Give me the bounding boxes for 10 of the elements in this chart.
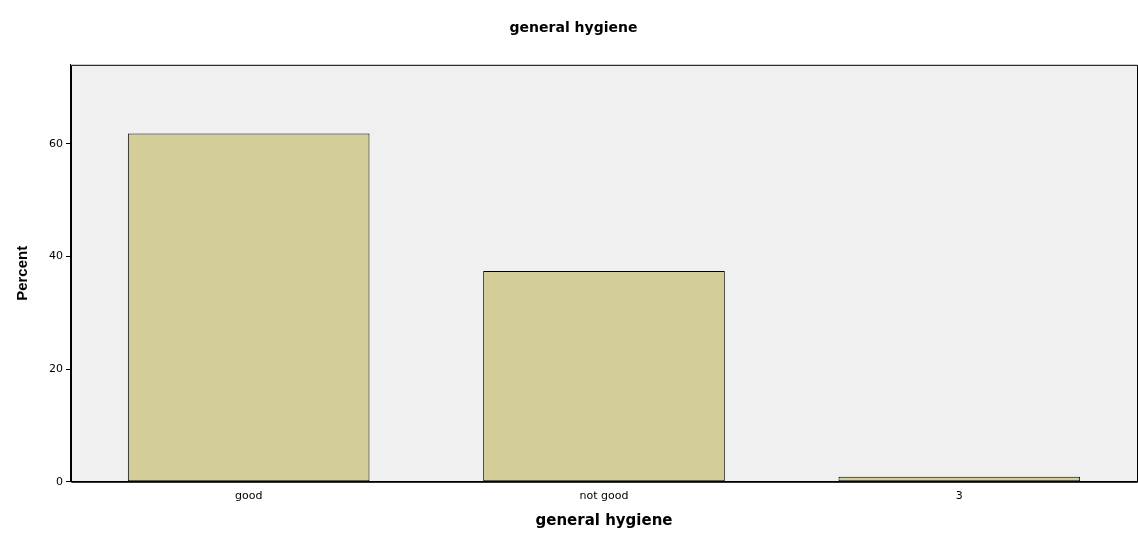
chart-title: general hygiene (509, 19, 638, 36)
x-tick-label: good (234, 489, 263, 503)
x-tick-label: not good (579, 489, 629, 503)
y-tick-label: 20 (49, 361, 63, 375)
x-tick-label: 3 (955, 489, 963, 503)
x-axis-title: general hygiene (535, 510, 673, 529)
y-tick-label: 40 (49, 249, 63, 263)
y-axis-title: Percent (13, 245, 31, 301)
y-tick-label: 0 (56, 474, 63, 488)
y-tick-label: 60 (49, 136, 63, 150)
